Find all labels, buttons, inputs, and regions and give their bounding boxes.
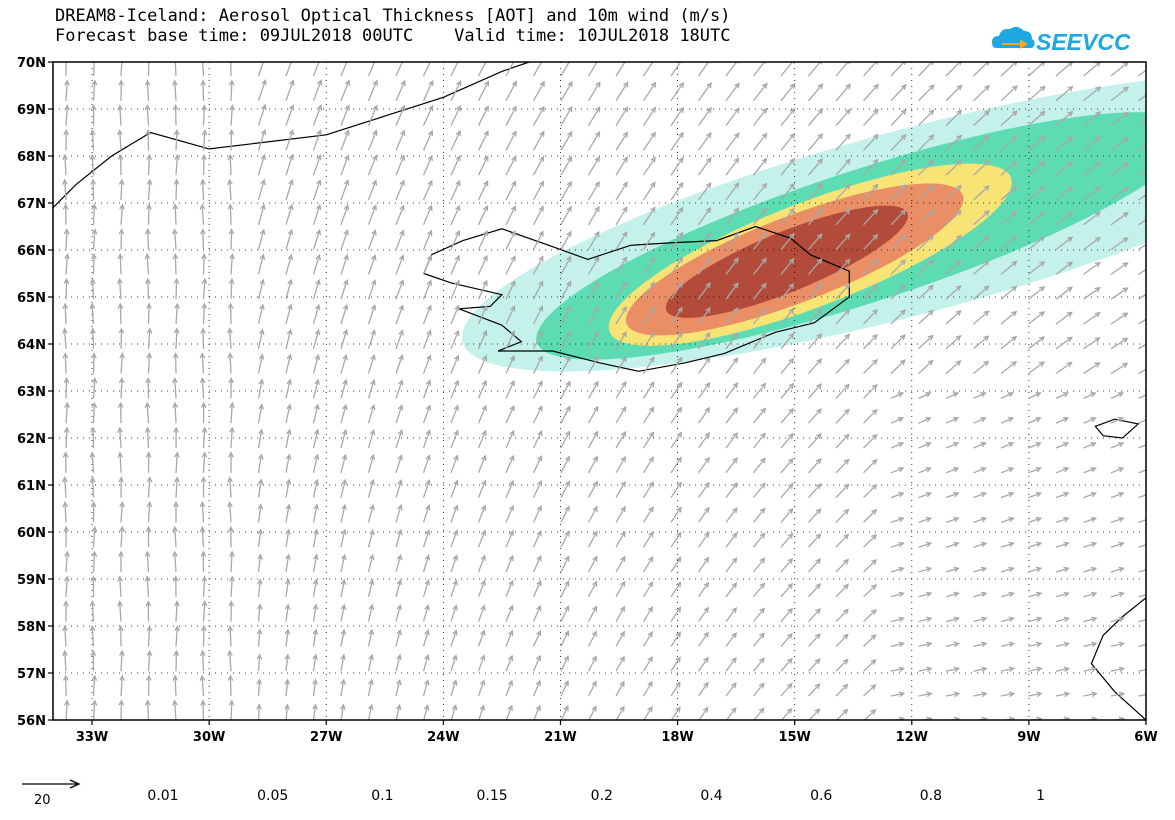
map-title-line-1: DREAM8-Iceland: Aerosol Optical Thicknes… (55, 6, 731, 26)
lon-tick-label: 24W (427, 730, 459, 745)
lat-tick-label: 69N (17, 103, 46, 118)
wind-vectors (62, 62, 1146, 720)
iceland-coastline (423, 225, 850, 372)
lat-tick-label: 67N (17, 197, 46, 212)
lon-tick-label: 18W (661, 730, 693, 745)
faroe-coastline (1094, 418, 1140, 439)
lat-tick-label: 60N (17, 526, 46, 541)
lat-tick-label: 66N (17, 244, 46, 259)
seevccc-logo: SEEVCCC (992, 26, 1130, 55)
lon-tick-label: 33W (76, 730, 108, 745)
lon-tick-label: 15W (778, 730, 810, 745)
lat-tick-label: 63N (17, 385, 46, 400)
axis-ticks: 33W 30W 27W 24W 21W 18W 15W 12W 9W 6W 70N 69N 68N 67N… (17, 56, 1158, 745)
lat-tick-label: 70N (17, 56, 46, 71)
lat-tick-label: 59N (17, 573, 46, 588)
lat-tick-label: 62N (17, 432, 46, 447)
lon-tick-label: 27W (310, 730, 342, 745)
greenland-coastline (53, 62, 530, 209)
lat-tick-label: 58N (17, 620, 46, 635)
logo-text: SEEVCCC (1036, 29, 1130, 55)
lat-tick-label: 65N (17, 291, 46, 306)
scotland-coastline (1090, 597, 1146, 720)
lon-tick-label: 21W (544, 730, 576, 745)
lon-tick-label: 9W (1017, 730, 1040, 745)
lat-tick-label: 61N (17, 479, 46, 494)
lon-tick-label: 30W (193, 730, 225, 745)
aot-contour (665, 205, 908, 318)
lon-tick-label: 6W (1134, 730, 1157, 745)
lat-tick-label: 57N (17, 667, 46, 682)
lat-tick-label: 68N (17, 150, 46, 165)
lat-tick-label: 56N (17, 714, 46, 729)
map-title-line-2: Forecast base time: 09JUL2018 00UTC Vali… (55, 26, 731, 46)
cloud-arrow-icon (992, 26, 1035, 49)
lat-tick-label: 64N (17, 338, 46, 353)
lon-tick-label: 12W (896, 730, 928, 745)
